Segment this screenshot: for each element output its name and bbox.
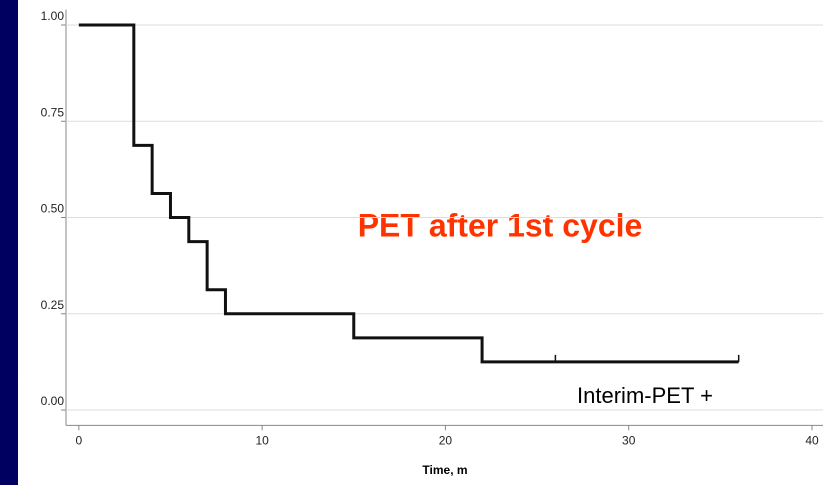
y-tick-label: 1.00 bbox=[41, 9, 65, 23]
x-tick-label: 10 bbox=[255, 434, 269, 448]
x-tick-label: 0 bbox=[75, 434, 82, 448]
x-tick-label: 30 bbox=[622, 434, 636, 448]
y-tick-label: 0.25 bbox=[41, 298, 65, 312]
y-tick-label: 0.50 bbox=[41, 202, 65, 216]
plot-panel bbox=[18, 0, 823, 485]
x-tick-label: 40 bbox=[805, 434, 819, 448]
y-tick-label: 0.00 bbox=[41, 394, 65, 408]
y-tick-label: 0.75 bbox=[41, 105, 65, 119]
survival-curve bbox=[78, 23, 739, 364]
x-tick-label: 20 bbox=[439, 434, 453, 448]
annotation: PET after 1st cycle bbox=[358, 207, 643, 243]
x-axis-label: Time, m bbox=[422, 463, 467, 477]
annotation: Interim-PET + bbox=[577, 383, 713, 408]
